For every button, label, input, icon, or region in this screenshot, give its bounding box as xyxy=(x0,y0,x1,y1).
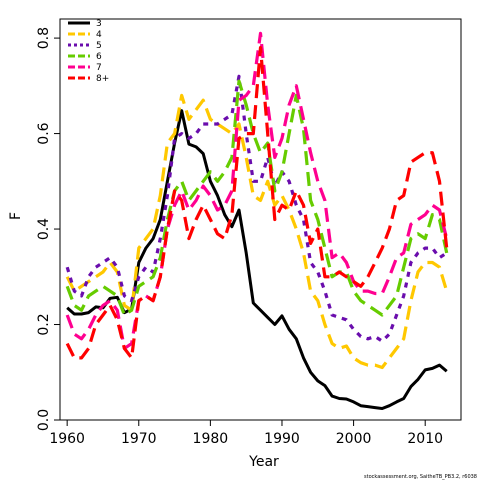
x-axis: 1960 1970 1980 1990 2000 2010 xyxy=(49,420,443,447)
series-line-5 xyxy=(65,74,448,343)
y-axis-title: F xyxy=(8,212,24,220)
x-tick-label: 2010 xyxy=(407,431,443,447)
series-line-8plus xyxy=(65,45,449,360)
legend-label: 4 xyxy=(96,30,102,40)
legend-label: 8+ xyxy=(96,74,109,84)
x-tick-label: 1990 xyxy=(264,431,300,447)
series-line-3 xyxy=(66,109,448,410)
series-line-7 xyxy=(65,31,449,350)
y-tick-label: 0.4 xyxy=(36,218,52,240)
legend-label: 3 xyxy=(96,19,102,29)
x-tick-label: 1960 xyxy=(49,431,85,447)
legend-label: 7 xyxy=(96,63,102,73)
x-tick-label: 2000 xyxy=(336,431,372,447)
y-tick-label: 0.6 xyxy=(36,122,52,144)
y-tick-label: 0.2 xyxy=(36,313,52,335)
y-axis: 0.0 0.2 0.4 0.6 0.8 xyxy=(36,27,60,431)
y-tick-label: 0.8 xyxy=(36,27,52,49)
legend-label: 6 xyxy=(96,52,102,62)
legend-label: 5 xyxy=(96,41,102,51)
plot-lines xyxy=(65,31,449,410)
x-axis-title: Year xyxy=(248,454,279,470)
x-tick-label: 1980 xyxy=(193,431,229,447)
plot-frame xyxy=(59,18,462,421)
x-tick-label: 1970 xyxy=(121,431,157,447)
credit-text: stockassessment.org, SaitheTB_PB3.2, r60… xyxy=(364,474,477,480)
series-line-6 xyxy=(65,79,449,317)
y-tick-label: 0.0 xyxy=(36,409,52,431)
